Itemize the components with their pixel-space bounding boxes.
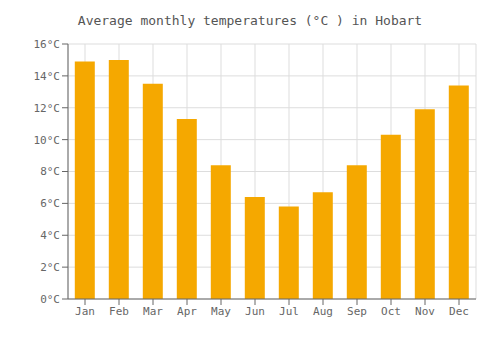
svg-text:4°C: 4°C — [40, 229, 60, 242]
svg-text:Nov: Nov — [415, 305, 435, 318]
html-text:Average monthly temperatures (: Average monthly temperatures (°C ) in Ho… — [77, 13, 423, 28]
svg-text:16°C: 16°C — [34, 38, 61, 51]
svg-text:Jan: Jan — [75, 305, 95, 318]
svg-text:Apr: Apr — [177, 305, 197, 318]
svg-text:Aug: Aug — [313, 305, 333, 318]
svg-text:12°C: 12°C — [34, 102, 61, 115]
svg-text:Mar: Mar — [143, 305, 163, 318]
svg-text:Jun: Jun — [245, 305, 265, 318]
svg-text:Sep: Sep — [347, 305, 367, 318]
svg-text:Feb: Feb — [109, 305, 129, 318]
svg-text:10°C: 10°C — [34, 134, 61, 147]
svg-text:Dec: Dec — [449, 305, 469, 318]
svg-text:May: May — [211, 305, 231, 318]
svg-text:Oct: Oct — [381, 305, 401, 318]
svg-text:0°C: 0°C — [40, 293, 60, 306]
svg-text:Jul: Jul — [279, 305, 299, 318]
svg-text:8°C: 8°C — [40, 165, 60, 178]
svg-text:6°C: 6°C — [40, 197, 60, 210]
svg-text:2°C: 2°C — [40, 261, 60, 274]
svg-text:14°C: 14°C — [34, 70, 61, 83]
